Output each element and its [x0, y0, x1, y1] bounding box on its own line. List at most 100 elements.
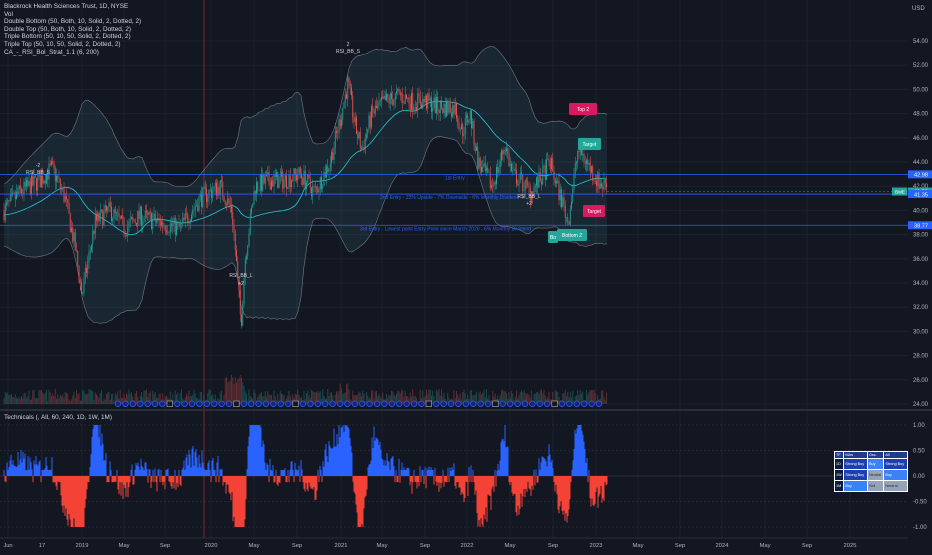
volume-bar [377, 395, 379, 404]
tech-bar [596, 476, 598, 488]
dividend-icon [262, 400, 270, 407]
candle-body [43, 180, 45, 184]
volume-bar [361, 396, 362, 404]
upper-band-line [3, 46, 608, 188]
candle-body [233, 224, 235, 234]
candle-body [36, 177, 37, 191]
candle-body [27, 179, 29, 186]
dividend-icon [248, 400, 255, 407]
tech-bar [406, 467, 408, 476]
tech-bar [514, 476, 516, 495]
tech-bar [606, 476, 608, 485]
candle-body [394, 93, 396, 101]
tech-bar [162, 476, 164, 486]
study-double-bottom[interactable]: Double Bottom (50, Both, 10, Solid, 2, D… [4, 18, 142, 26]
volume-bar [443, 392, 445, 404]
tech-bar [101, 433, 103, 476]
tech-bar [257, 425, 259, 476]
tech-bar [319, 465, 321, 476]
volume-bar [547, 397, 549, 404]
tech-bar [353, 476, 355, 492]
tech-bar [45, 456, 47, 476]
candle-body [32, 175, 34, 186]
tech-bar [424, 466, 426, 476]
tech-bar [426, 468, 428, 476]
candle-body [247, 245, 249, 257]
volume-bar [413, 396, 415, 404]
tech-bar [483, 476, 485, 515]
tech-bar [358, 476, 360, 527]
indicator-title[interactable]: Technicals (, All, 60, 240, 1D, 1W, 1M) [4, 414, 112, 421]
tech-bar [474, 476, 476, 495]
symbol-title[interactable]: Blackrock Health Sciences Trust, 1D, NYS… [4, 3, 129, 10]
tech-bar [349, 438, 351, 476]
tech-bar [604, 476, 606, 483]
candle-body [223, 196, 225, 202]
tech-bar [52, 476, 54, 483]
candle-body [178, 222, 180, 227]
candle-body [489, 172, 491, 189]
candle-body [549, 160, 551, 170]
volume-bar [269, 394, 271, 404]
study-rsi-bol-strat[interactable]: CA_-_RSI_Bol_Strat_1.1 (6, 200) [4, 48, 99, 56]
tech-bar [591, 476, 593, 499]
candle-body [231, 205, 232, 213]
study-triple-top[interactable]: Triple Top (50, 10, 50, Solid, 2, Dotted… [4, 40, 121, 48]
volume-bar [37, 398, 39, 404]
candle-body [254, 191, 256, 195]
tech-bar [404, 469, 406, 476]
tech-bar [330, 448, 332, 476]
volume-bar [22, 398, 24, 404]
tech-bar [339, 437, 341, 476]
candle-body [144, 210, 146, 219]
candle-body [399, 91, 401, 96]
candle-body [26, 179, 27, 187]
tech-bar [245, 476, 247, 500]
dividend-icon [455, 400, 462, 407]
tech-bar [371, 437, 373, 476]
volume-bar [86, 395, 87, 404]
tech-bar [533, 469, 535, 476]
volume-bar [512, 393, 514, 404]
tech-bar [523, 476, 525, 489]
tech-bar [99, 425, 101, 476]
tech-bar [161, 476, 163, 483]
tech-bar [192, 445, 194, 476]
study-double-top[interactable]: Double Top (50, Both, 10, Solid, 2, Dott… [4, 25, 132, 33]
volume-bar [122, 397, 124, 404]
tech-bar [595, 476, 597, 492]
tech-bar [482, 476, 484, 527]
volume-bar [359, 392, 361, 404]
tech-bar [181, 469, 183, 476]
volume-bar [84, 394, 86, 404]
candle-body [344, 94, 346, 103]
time-tick-label: May [760, 543, 771, 549]
study-triple-bottom[interactable]: Triple Bottom (50, 10, 50, Solid, 2, Dot… [4, 33, 131, 41]
volume-bar [354, 395, 356, 404]
candle-body [507, 148, 509, 154]
candle-body [213, 186, 215, 192]
candle-body [404, 94, 406, 104]
volume-bar [192, 394, 194, 404]
candle-body [326, 166, 327, 178]
tech-bar [148, 469, 150, 476]
dividend-icon [536, 400, 543, 407]
candle-body [478, 157, 480, 169]
technicals-table: TF MAs Osc. All 1D Strong Buy Buy Strong… [833, 451, 908, 492]
tech-bar [228, 476, 230, 493]
volume-bar [463, 389, 465, 404]
volume-bar [134, 393, 136, 404]
tech-bar [56, 476, 58, 490]
candle-body [354, 117, 356, 123]
study-volume[interactable]: Vol [4, 10, 13, 18]
tech-bar [337, 444, 339, 476]
volume-bar [406, 395, 407, 404]
volume-bar [506, 393, 507, 404]
tech-bar [583, 441, 585, 476]
volume-bar [257, 397, 259, 404]
dividend-icon [470, 400, 477, 407]
volume-bar [254, 392, 256, 404]
candle-body [436, 96, 437, 114]
